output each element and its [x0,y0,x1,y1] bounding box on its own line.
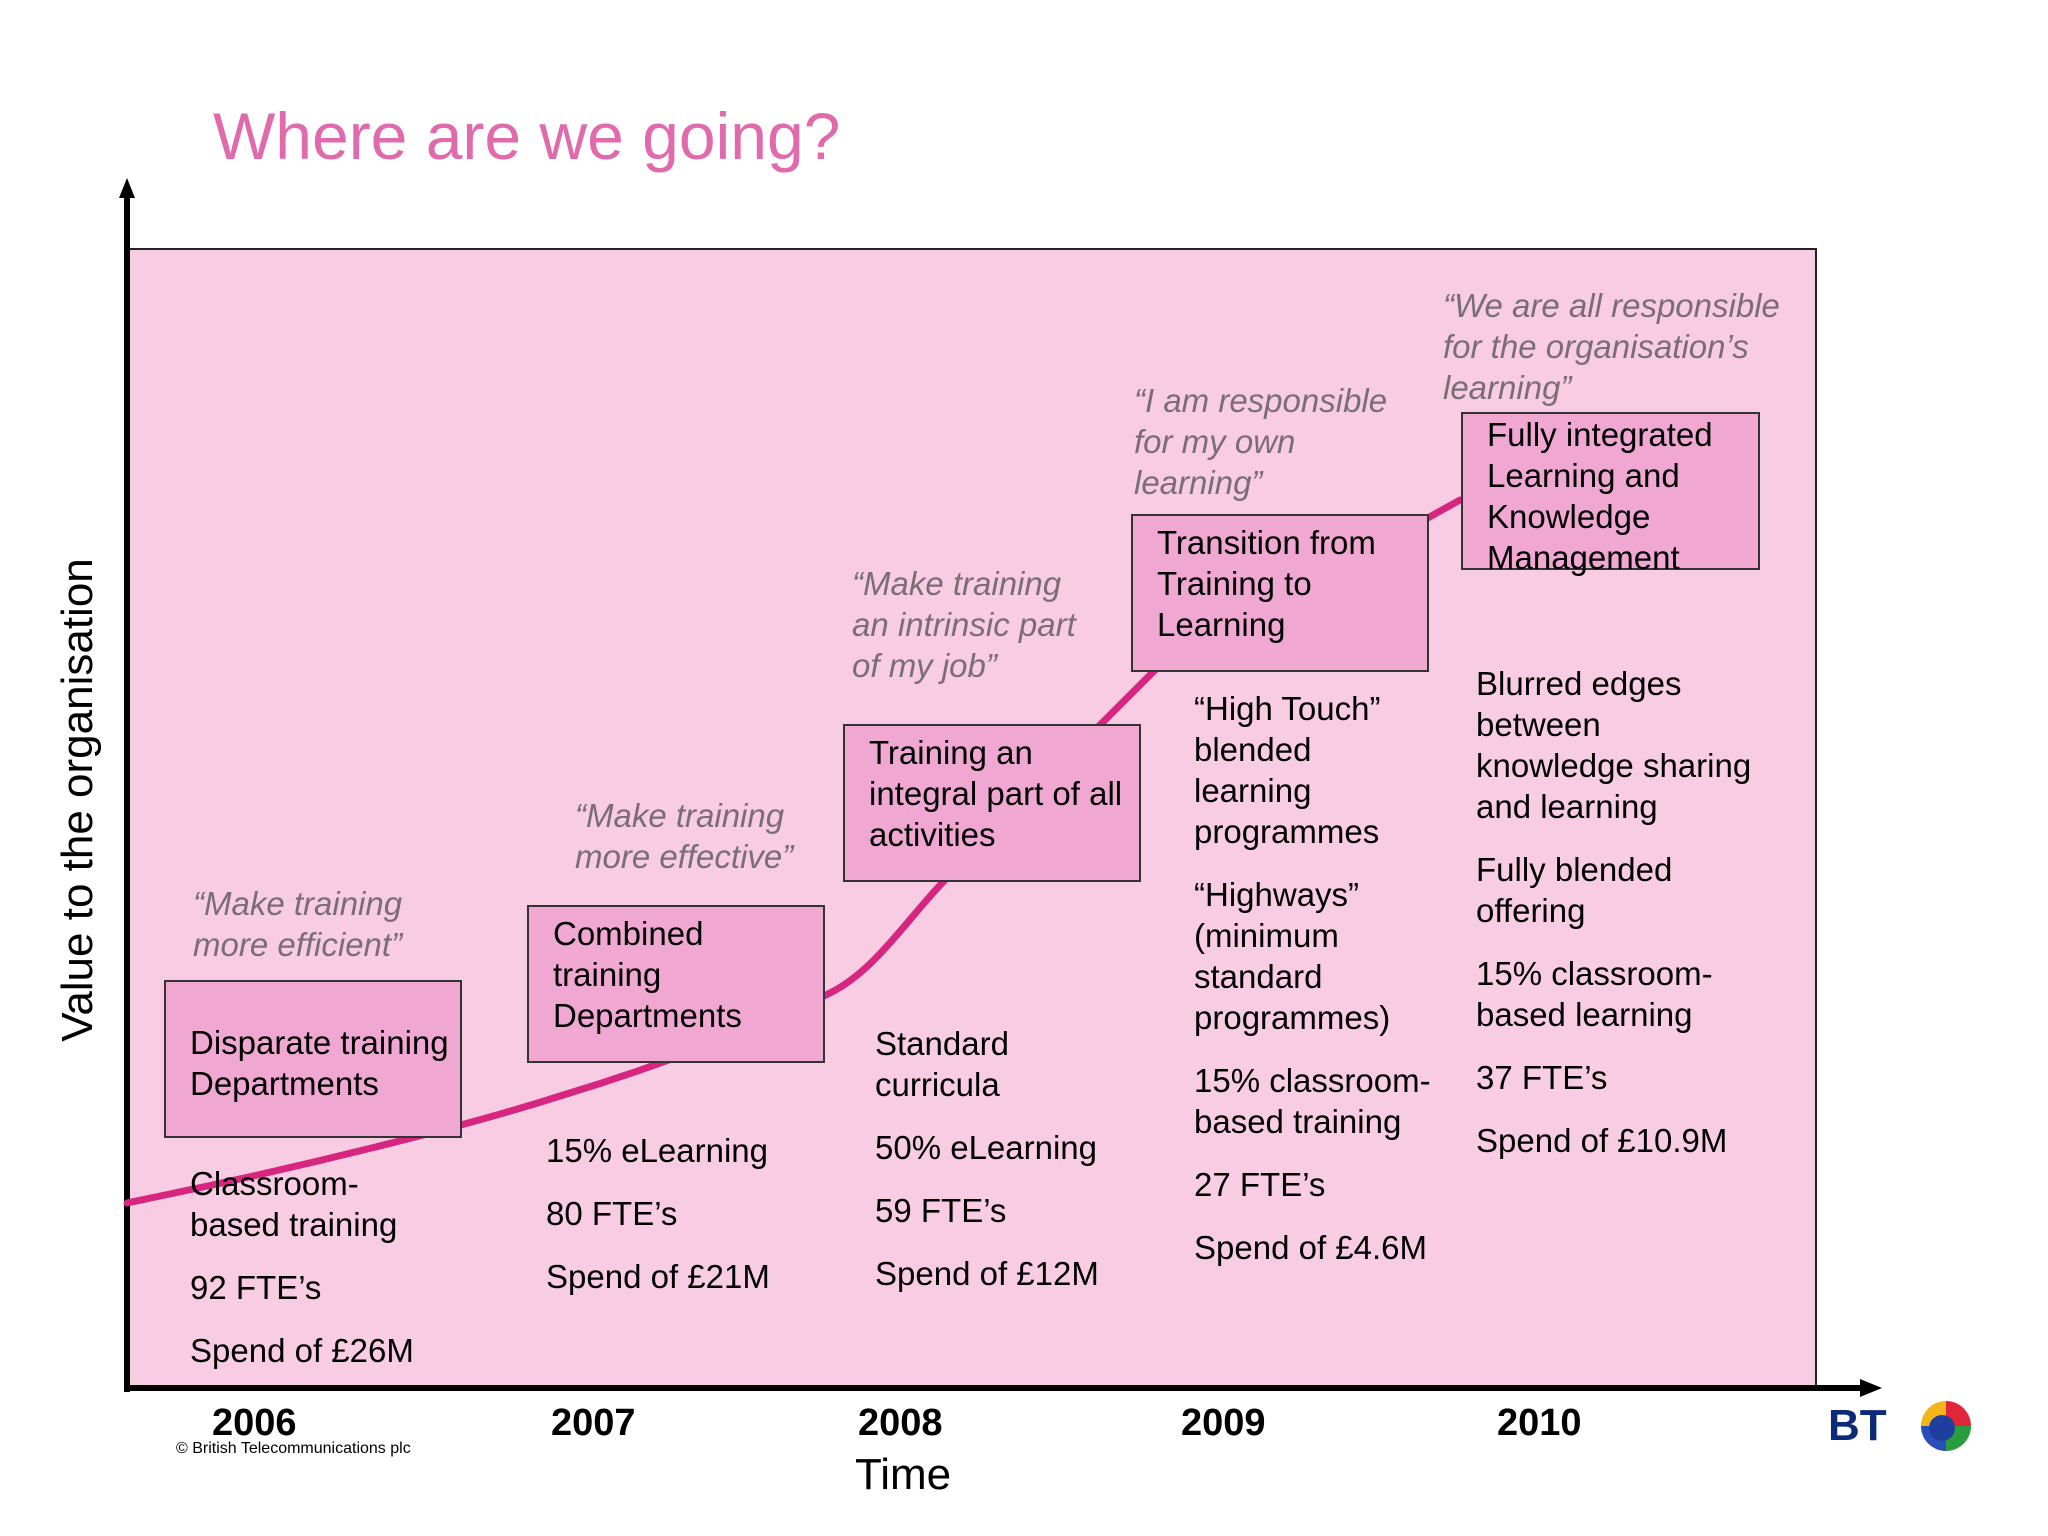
page-title: Where are we going? [213,99,841,173]
y-axis-arrowhead [119,178,135,198]
bt-logo: BT [1828,1384,1988,1469]
stage-quote-2009: “I am responsible for my own learning” [1134,382,1388,501]
year-label-2006: 2006 [212,1402,297,1444]
x-axis-label: Time [855,1450,952,1499]
stage-quote-2010: “We are all responsible for the organisa… [1443,287,1780,406]
x-axis-arrowhead [1860,1379,1882,1397]
stage-box-2007: Combined training Departments [527,905,825,1063]
y-axis-label: Value to the organisation [53,558,102,1042]
bt-logo-text: BT [1828,1401,1887,1450]
growth-curve [123,496,1464,1207]
stage-quote-2007: “Make training more effective” [575,797,794,875]
year-label-2007: 2007 [551,1402,636,1444]
stage-details-2010: Blurred edges between knowledge sharing and… [1476,665,1752,1159]
stage-box-2008: Training an integral part of all activit… [843,724,1141,882]
stage-box-2010: Fully integrated Learning and Knowledge … [1461,412,1760,576]
stage-details-2006: Classroom-based training 92 FTE’s Spend … [190,1165,414,1369]
stage-details-2008: Standard curricula 50% eLearning 59 FTE’s… [875,1025,1099,1292]
year-label-2009: 2009 [1181,1402,1266,1444]
stage-details-2009: “High Touch” blended learning programmes “H… [1194,690,1431,1266]
year-label-2010: 2010 [1497,1402,1582,1444]
stage-quote-2006: “Make training more efficient” [193,885,403,963]
stage-details-2007: 15% eLearning 80 FTE’s Spend of £21M [546,1132,770,1295]
year-label-2008: 2008 [858,1402,943,1444]
stage-box-2006: Disparate training Departments [164,980,462,1138]
stage-box-2009: Transition from Training to Learning [1131,514,1429,672]
copyright-notice: © British Telecommunications plc [176,1440,411,1457]
stage-quote-2008: “Make training an intrinsic part of my j… [852,565,1076,684]
